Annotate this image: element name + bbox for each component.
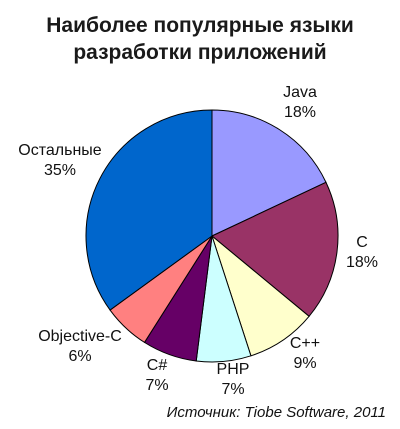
slice-value-label: 6% <box>68 348 91 365</box>
slice-value-label: 9% <box>293 355 316 372</box>
slice-value-label: 18% <box>284 104 316 121</box>
chart-title: Наиболее популярные языки разработки при… <box>0 12 400 66</box>
slice-value-label: 18% <box>346 254 378 271</box>
chart-title-line-1: Наиболее популярные языки <box>46 14 354 37</box>
slice-label: PHP <box>217 361 250 378</box>
slice-label: Остальные <box>18 142 102 159</box>
chart-title-line-2: разработки приложений <box>73 41 327 64</box>
pie-slice-остальные <box>85 109 213 311</box>
pie-slice-c <box>211 181 339 318</box>
source-note: Источник: Tiobe Software, 2011 <box>166 404 386 421</box>
slice-value-label: 35% <box>44 162 76 179</box>
pie-labels: Java 18% C 18% C++ 9% PHP 7% C# 7% Objective-C 6% Ос… <box>18 84 378 398</box>
slice-value-label: 7% <box>221 381 244 398</box>
slice-value-label: 7% <box>145 377 168 394</box>
slice-label: Java <box>283 84 317 101</box>
pie-slice-java <box>211 109 327 237</box>
slice-label: C++ <box>290 335 320 352</box>
pie-slices <box>85 109 339 363</box>
slice-label: C <box>356 234 368 251</box>
slice-label: C# <box>147 357 168 374</box>
slice-label: Objective-C <box>38 328 122 345</box>
